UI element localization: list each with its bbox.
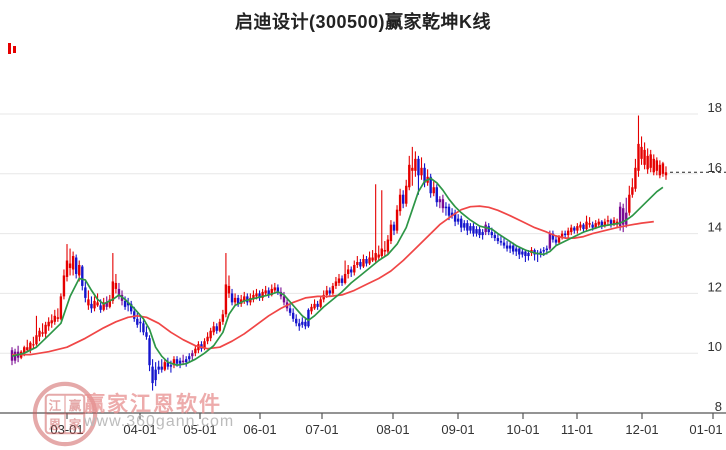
svg-text:11-01: 11-01 — [561, 422, 593, 437]
svg-text:05-01: 05-01 — [183, 422, 216, 437]
svg-text:08-01: 08-01 — [376, 422, 409, 437]
ma-slow-line — [12, 205, 654, 356]
mini-kline-mark — [8, 43, 16, 54]
ma-fast-line — [11, 177, 664, 367]
y-axis-labels: 18 16 14 12 10 8 — [708, 100, 722, 414]
svg-text:10-01: 10-01 — [506, 422, 539, 437]
chart-title: 启迪设计(300500)赢家乾坤K线 — [234, 12, 492, 32]
svg-text:12-01: 12-01 — [625, 422, 658, 437]
svg-text:12: 12 — [708, 279, 722, 294]
svg-text:14: 14 — [708, 220, 722, 235]
svg-text:09-01: 09-01 — [441, 422, 474, 437]
svg-text:06-01: 06-01 — [243, 422, 276, 437]
svg-text:8: 8 — [715, 399, 722, 414]
svg-text:16: 16 — [708, 160, 722, 175]
svg-text:18: 18 — [708, 100, 722, 115]
candles-layer — [10, 115, 668, 391]
svg-text:07-01: 07-01 — [305, 422, 338, 437]
svg-text:04-01: 04-01 — [123, 422, 156, 437]
svg-text:03-01: 03-01 — [50, 422, 83, 437]
svg-text:01-01: 01-01 — [689, 422, 722, 437]
svg-text:10: 10 — [708, 339, 722, 354]
x-axis: 03-01 04-01 05-01 06-01 07-01 08-01 09-01 10-01… — [0, 412, 726, 437]
